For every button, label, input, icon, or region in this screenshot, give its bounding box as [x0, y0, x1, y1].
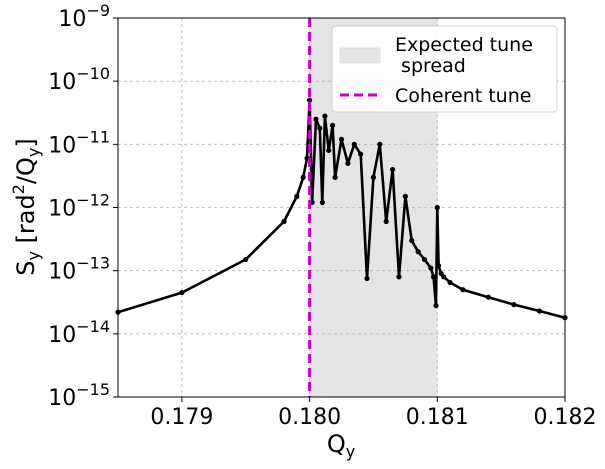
data-point: [243, 256, 249, 263]
data-point: [447, 279, 453, 286]
data-point: [402, 193, 408, 199]
x-tick-label: 0.181: [406, 405, 469, 430]
legend-box: [331, 25, 558, 113]
data-point: [511, 302, 517, 308]
data-point: [428, 265, 434, 271]
data-point: [294, 193, 300, 199]
legend-label-tune-spread-line1: Expected tune: [395, 34, 533, 56]
x-axis-label: Qy: [327, 430, 355, 461]
y-tick-label: 10−15: [48, 380, 110, 411]
y-axis-label-end: ]: [12, 138, 40, 147]
data-point: [319, 199, 325, 206]
data-point: [396, 274, 402, 280]
data-point: [322, 113, 328, 119]
data-point: [536, 308, 543, 314]
data-point: [364, 275, 370, 282]
y-tick-label: 10−14: [48, 317, 110, 348]
data-point: [430, 274, 437, 280]
data-point: [345, 160, 351, 166]
data-point: [421, 256, 428, 263]
data-point: [383, 218, 389, 225]
y-tick-label: 10−13: [48, 254, 110, 285]
data-point: [433, 302, 439, 309]
spectrum-series: [115, 97, 568, 321]
data-point: [329, 122, 336, 128]
data-point: [358, 151, 364, 157]
data-point: [338, 136, 345, 142]
data-point: [306, 97, 313, 103]
data-point: [351, 141, 357, 147]
y-axis-label-sub: y: [24, 251, 43, 260]
data-point: [389, 166, 396, 173]
x-axis-label-base: Q: [327, 430, 346, 458]
y-tick-label: 10−11: [48, 127, 110, 158]
x-tick-label: 0.182: [534, 405, 597, 430]
data-point: [326, 147, 332, 154]
legend-swatch-tune-spread: [339, 47, 381, 64]
legend: Expected tune spread Coherent tune: [331, 25, 558, 113]
x-axis-label-sub: y: [346, 442, 355, 461]
y-tick-label: 10−9: [58, 1, 110, 32]
y-axis-ticks: 10−15 10−14 10−13 10−12 10−11 10−10 10−9: [48, 1, 118, 411]
y-axis-label-slash: /Q: [12, 157, 40, 184]
x-axis-ticks: 0.179 0.180 0.181 0.182: [150, 397, 596, 430]
data-point: [460, 287, 466, 293]
x-tick-label: 0.180: [278, 405, 341, 430]
y-axis-label-mid: [rad: [12, 194, 40, 251]
data-point: [317, 125, 323, 131]
y-axis-label: Sy [rad2/Qy]: [9, 138, 43, 276]
data-point: [485, 294, 491, 300]
data-point: [179, 289, 185, 296]
legend-label-coherent-tune: Coherent tune: [395, 85, 531, 107]
data-point: [434, 204, 440, 211]
y-axis-label-base: S: [12, 261, 40, 276]
data-point: [415, 249, 421, 255]
data-point: [281, 218, 287, 225]
data-point: [313, 116, 319, 122]
y-axis-label-sup: 2: [9, 184, 28, 194]
data-point: [332, 174, 338, 180]
data-point: [409, 237, 415, 244]
data-point: [370, 174, 377, 180]
data-point: [377, 141, 383, 147]
x-tick-label: 0.179: [150, 405, 213, 430]
y-axis-label-sub2: y: [24, 148, 43, 157]
data-point: [435, 263, 442, 269]
legend-label-tune-spread-line2: spread: [395, 55, 466, 77]
data-point: [300, 174, 306, 180]
data-point: [441, 274, 447, 280]
y-tick-label: 10−12: [48, 191, 110, 222]
y-tick-label: 10−10: [48, 64, 110, 95]
